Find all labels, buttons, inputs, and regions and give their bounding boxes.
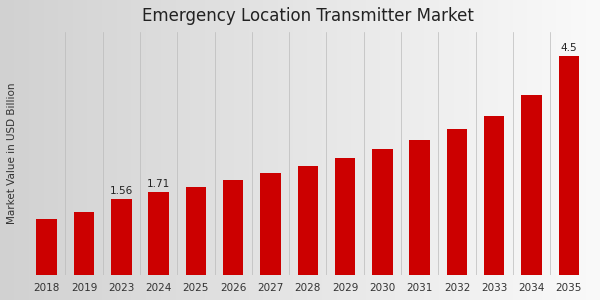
- Bar: [185, 187, 206, 275]
- Bar: [559, 56, 579, 275]
- Bar: [484, 116, 505, 275]
- Bar: [409, 140, 430, 275]
- Bar: [74, 212, 94, 275]
- Bar: [260, 173, 281, 275]
- Text: 1.56: 1.56: [110, 186, 133, 196]
- Bar: [446, 129, 467, 275]
- Y-axis label: Market Value in USD Billion: Market Value in USD Billion: [7, 83, 17, 224]
- Bar: [521, 95, 542, 275]
- Title: Emergency Location Transmitter Market: Emergency Location Transmitter Market: [142, 7, 474, 25]
- Text: 1.71: 1.71: [147, 179, 170, 189]
- Bar: [335, 158, 355, 275]
- Text: 4.5: 4.5: [560, 43, 577, 53]
- Bar: [37, 219, 57, 275]
- Bar: [223, 180, 244, 275]
- Bar: [148, 192, 169, 275]
- Bar: [372, 149, 392, 275]
- Bar: [111, 200, 131, 275]
- Bar: [298, 166, 318, 275]
